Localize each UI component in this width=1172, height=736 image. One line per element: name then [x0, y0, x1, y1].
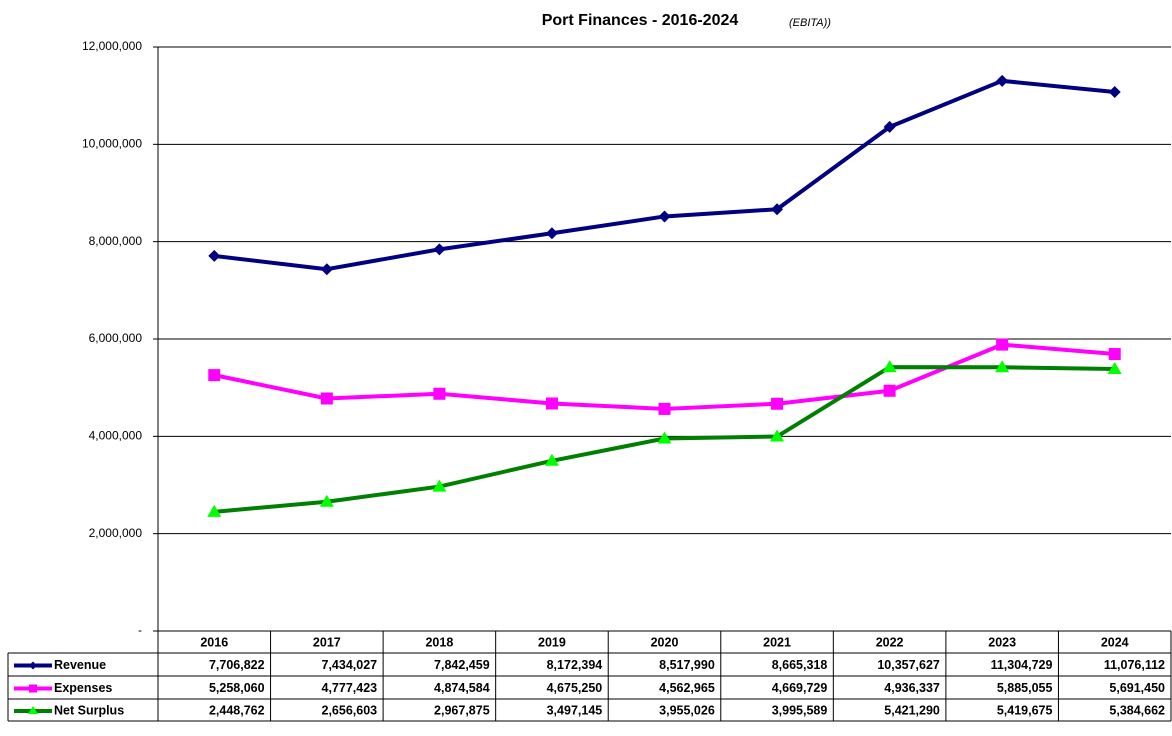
marker [320, 392, 333, 405]
legend-label: Revenue [54, 658, 106, 672]
marker [1107, 361, 1122, 374]
data-label: 3,497,145 [547, 703, 603, 717]
marker [996, 74, 1009, 87]
y-tick-label: 4,000,000 [89, 429, 143, 443]
marker [995, 360, 1010, 373]
x-tick-label: 2023 [988, 635, 1016, 649]
marker [658, 210, 671, 223]
data-label: 5,885,055 [997, 681, 1053, 695]
marker [657, 431, 672, 444]
data-label: 8,665,318 [772, 658, 828, 672]
marker [883, 384, 896, 397]
marker [545, 397, 558, 410]
data-label: 4,675,250 [547, 681, 603, 695]
data-label: 4,874,584 [434, 681, 490, 695]
marker [320, 263, 333, 276]
data-label: 7,842,459 [434, 658, 490, 672]
marker [996, 338, 1009, 351]
x-tick-label: 2024 [1101, 635, 1129, 649]
y-tick-label: 12,000,000 [82, 39, 142, 53]
data-label: 8,517,990 [659, 658, 715, 672]
data-label: 5,691,450 [1109, 681, 1165, 695]
data-label: 7,434,027 [322, 658, 378, 672]
marker [1108, 348, 1121, 361]
marker [771, 203, 784, 216]
marker [208, 249, 221, 262]
data-label: 11,304,729 [991, 658, 1053, 672]
marker [208, 369, 221, 382]
y-tick-label: - [138, 623, 142, 637]
chart-subtitle: (EBITA)) [789, 17, 831, 29]
data-label: 10,357,627 [877, 658, 940, 672]
data-label: 3,955,026 [659, 703, 715, 717]
data-label: 7,706,822 [209, 658, 265, 672]
data-label: 2,656,603 [322, 703, 378, 717]
legend-marker [28, 706, 38, 714]
marker [882, 360, 897, 373]
data-label: 2,967,875 [434, 703, 490, 717]
legend-label: Net Surplus [54, 703, 124, 717]
y-tick-label: 8,000,000 [89, 234, 143, 248]
marker [883, 120, 896, 133]
chart-title: Port Finances - 2016-2024 [542, 12, 739, 29]
x-tick-label: 2022 [876, 635, 904, 649]
marker [544, 453, 559, 466]
marker [658, 402, 671, 415]
marker [207, 504, 222, 517]
data-label: 5,258,060 [209, 681, 265, 695]
data-label: 4,562,965 [659, 681, 715, 695]
data-label: 4,936,337 [884, 681, 940, 695]
marker [433, 387, 446, 400]
x-tick-label: 2017 [313, 635, 341, 649]
x-tick-label: 2019 [538, 635, 566, 649]
legend-marker [29, 661, 37, 670]
marker [432, 479, 447, 492]
marker [770, 429, 785, 442]
data-label: 11,076,112 [1104, 658, 1165, 672]
data-label: 4,777,423 [322, 681, 378, 695]
data-label: 5,419,675 [997, 703, 1053, 717]
legend-label: Expenses [54, 681, 112, 695]
legend-marker [29, 684, 37, 693]
data-label: 3,995,589 [772, 703, 828, 717]
x-tick-label: 2016 [200, 635, 228, 649]
marker [433, 243, 446, 256]
marker [771, 397, 784, 410]
data-label: 4,669,729 [772, 681, 828, 695]
x-tick-label: 2018 [425, 635, 453, 649]
marker [1108, 85, 1121, 98]
data-label: 5,384,662 [1109, 703, 1165, 717]
y-tick-label: 10,000,000 [82, 137, 142, 151]
marker [319, 494, 334, 507]
y-tick-label: 2,000,000 [89, 526, 143, 540]
data-label: 5,421,290 [884, 703, 940, 717]
data-label: 8,172,394 [547, 658, 603, 672]
x-tick-label: 2020 [651, 635, 679, 649]
data-label: 2,448,762 [209, 703, 265, 717]
y-tick-label: 6,000,000 [89, 331, 143, 345]
marker [545, 227, 558, 240]
x-tick-label: 2021 [763, 635, 791, 649]
